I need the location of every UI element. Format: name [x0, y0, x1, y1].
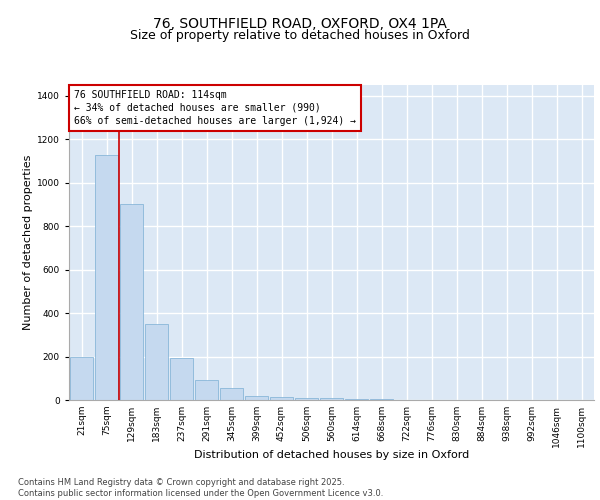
Bar — [145, 324, 168, 400]
Bar — [320, 398, 343, 400]
Bar — [245, 396, 268, 400]
X-axis label: Distribution of detached houses by size in Oxford: Distribution of detached houses by size … — [194, 450, 469, 460]
Bar — [270, 396, 293, 400]
Text: 76, SOUTHFIELD ROAD, OXFORD, OX4 1PA: 76, SOUTHFIELD ROAD, OXFORD, OX4 1PA — [153, 18, 447, 32]
Bar — [120, 204, 143, 400]
Bar — [220, 388, 243, 400]
Y-axis label: Number of detached properties: Number of detached properties — [23, 155, 33, 330]
Bar — [195, 380, 218, 400]
Bar — [170, 358, 193, 400]
Text: Size of property relative to detached houses in Oxford: Size of property relative to detached ho… — [130, 29, 470, 42]
Bar — [345, 399, 368, 400]
Text: 76 SOUTHFIELD ROAD: 114sqm
← 34% of detached houses are smaller (990)
66% of sem: 76 SOUTHFIELD ROAD: 114sqm ← 34% of deta… — [74, 90, 356, 126]
Bar — [295, 398, 318, 400]
Bar — [70, 356, 93, 400]
Text: Contains HM Land Registry data © Crown copyright and database right 2025.
Contai: Contains HM Land Registry data © Crown c… — [18, 478, 383, 498]
Bar — [370, 399, 393, 400]
Bar — [95, 154, 118, 400]
